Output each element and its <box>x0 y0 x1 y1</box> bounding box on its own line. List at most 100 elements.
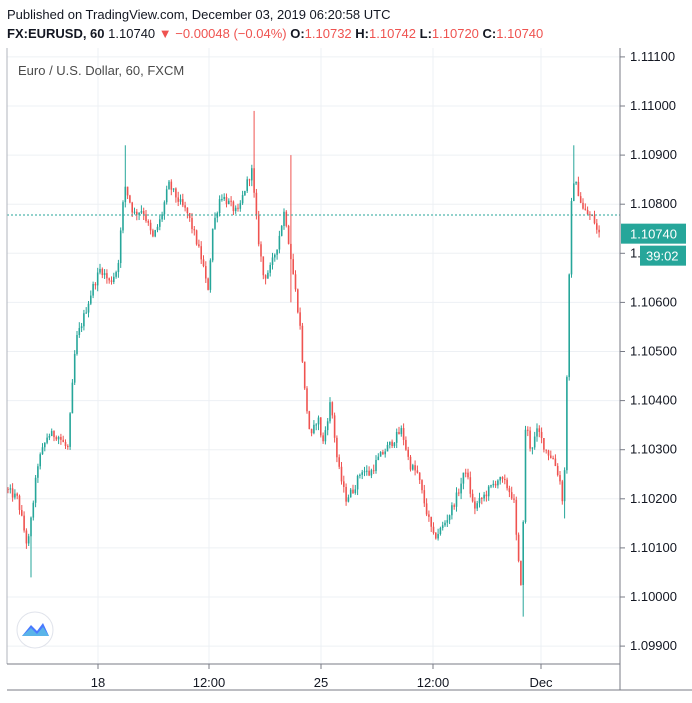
candle-body <box>73 353 76 383</box>
candle-body <box>179 199 182 202</box>
published-note: Published on TradingView.com, December 0… <box>7 7 391 22</box>
tradingview-logo-icon[interactable] <box>16 611 54 649</box>
candle-body <box>347 497 350 502</box>
candle-body <box>133 211 136 213</box>
candle-body <box>320 417 322 436</box>
candle-body <box>218 199 221 214</box>
candle-body <box>136 211 138 215</box>
candle-body <box>122 202 124 231</box>
candle-body <box>458 492 460 494</box>
candle-body <box>205 266 207 279</box>
candle-body <box>393 442 396 447</box>
candle-body <box>41 447 44 455</box>
candle-body <box>494 483 497 486</box>
plot-area[interactable] <box>7 48 620 664</box>
candle-body <box>354 489 357 493</box>
candle-body <box>163 202 166 215</box>
candle-body <box>437 534 439 539</box>
candle-body <box>416 470 419 473</box>
candle-body <box>297 289 299 313</box>
candle-body <box>71 382 74 414</box>
price-axis[interactable]: 1.111001.110001.109001.108001.107001.106… <box>620 49 677 653</box>
candle-body <box>69 413 71 447</box>
candle-body <box>343 481 345 487</box>
symbol-name: FX:EURUSD, 60 <box>7 26 105 41</box>
time-axis[interactable]: 18 12:00 25 12:00 Dec <box>91 664 553 690</box>
candle-body <box>306 388 308 412</box>
open-label: O: <box>290 26 305 41</box>
price-tick-label: 1.10300 <box>630 442 677 457</box>
candle-body <box>211 228 214 261</box>
candle-body <box>398 431 400 435</box>
close-label: C: <box>482 26 497 41</box>
candle-body <box>188 213 191 218</box>
price-tick-label: 1.10200 <box>630 491 677 506</box>
candle-body <box>584 208 587 210</box>
candle-body <box>492 483 495 486</box>
candle-body <box>561 481 564 502</box>
candle-body <box>99 268 101 273</box>
candle-body <box>363 471 366 473</box>
candle-body <box>175 188 177 198</box>
candle-body <box>292 259 294 275</box>
candle-body <box>517 534 520 561</box>
candle-body <box>432 526 435 533</box>
candle-body <box>119 230 122 264</box>
candle-body <box>253 168 255 193</box>
grid-lines <box>7 48 620 664</box>
candle-body <box>152 230 154 237</box>
candle-body <box>283 211 285 226</box>
candle-body <box>106 273 108 279</box>
time-tick-label: 18 <box>91 675 105 690</box>
chart-title: Euro / U.S. Dollar, 60, FXCM <box>18 63 184 78</box>
candle-body <box>241 195 244 204</box>
candle-body <box>37 466 39 478</box>
open-value: 1.10732 <box>304 26 352 41</box>
candle-body <box>50 431 53 437</box>
candle-body <box>421 480 423 491</box>
candle-body <box>441 525 444 529</box>
candle-body <box>92 283 94 296</box>
candle-body <box>586 209 589 215</box>
candle-body <box>110 280 113 282</box>
candle-body <box>170 181 173 190</box>
candle-body <box>165 189 168 203</box>
candle-body <box>299 312 301 326</box>
candle-body <box>522 522 524 585</box>
candle-body <box>225 196 228 205</box>
candle-body <box>464 472 467 474</box>
candle-body <box>87 303 90 313</box>
candle-body <box>423 490 426 504</box>
close-value: 1.10740 <box>496 26 544 41</box>
candle-body <box>126 186 129 196</box>
candle-body <box>409 456 412 470</box>
candle-body <box>269 264 271 273</box>
candle-body <box>80 326 83 329</box>
candle-body <box>57 437 60 440</box>
price-tick-label: 1.11000 <box>630 98 676 113</box>
candle-body <box>172 188 175 190</box>
candle-body <box>382 452 384 455</box>
candle-body <box>412 465 414 470</box>
candle-body <box>216 213 219 218</box>
candle-body <box>499 476 501 481</box>
candle-body <box>462 472 465 484</box>
candle-body <box>589 214 591 216</box>
candle-body <box>64 442 67 446</box>
high-label: H: <box>355 26 370 41</box>
candle-body <box>113 276 115 282</box>
candle-body <box>310 429 313 434</box>
candle-body <box>25 530 28 544</box>
candle-body <box>140 211 143 213</box>
candle-body <box>94 283 97 286</box>
candle-body <box>402 428 405 440</box>
low-label: L: <box>419 26 432 41</box>
candle-body <box>428 514 430 517</box>
candle-body <box>280 225 283 236</box>
candle-body <box>101 268 104 276</box>
candle-body <box>32 502 35 518</box>
candle-body <box>593 215 596 224</box>
candle-body <box>285 211 288 226</box>
candle-body <box>391 441 393 447</box>
price-chart[interactable]: 1.111001.110001.109001.108001.107001.106… <box>0 48 692 703</box>
